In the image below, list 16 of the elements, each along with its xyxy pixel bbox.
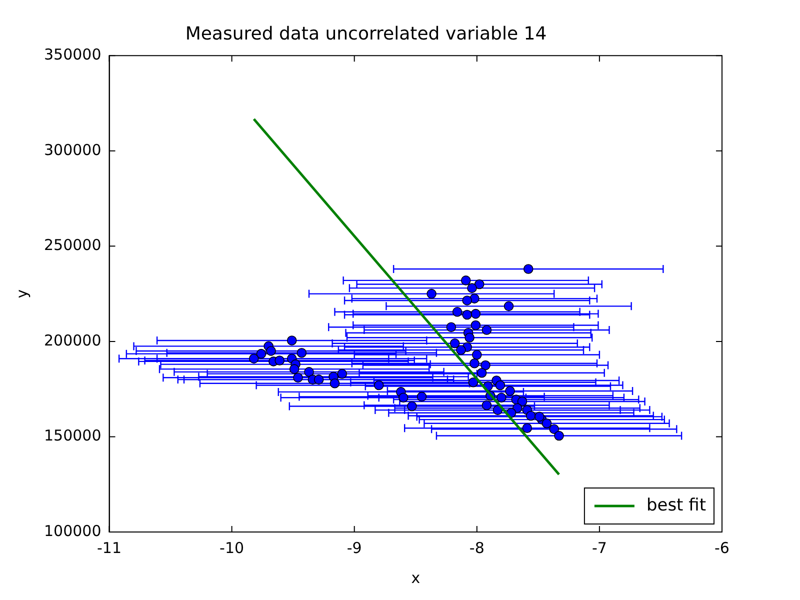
y-tick-label: 300000 [44, 140, 102, 159]
x-tick-label: -8 [469, 538, 484, 557]
y-tick-label: 350000 [44, 45, 102, 64]
chart-title: Measured data uncorrelated variable 14 [185, 23, 547, 44]
y-axis-title: y [12, 289, 31, 298]
x-tick-label: -11 [97, 538, 122, 557]
y-tick-label: 100000 [44, 522, 102, 540]
x-tick-label: -6 [714, 538, 730, 557]
y-tick-label: 250000 [44, 236, 102, 254]
x-axis-title: x [411, 568, 420, 587]
y-tick-label: 200000 [44, 331, 102, 350]
y-tick-label: 150000 [44, 426, 102, 445]
legend-label: best fit [646, 495, 706, 516]
x-tick-label: -9 [346, 538, 362, 557]
x-tick-label: -10 [220, 538, 244, 557]
x-tick-label: -7 [592, 538, 607, 557]
